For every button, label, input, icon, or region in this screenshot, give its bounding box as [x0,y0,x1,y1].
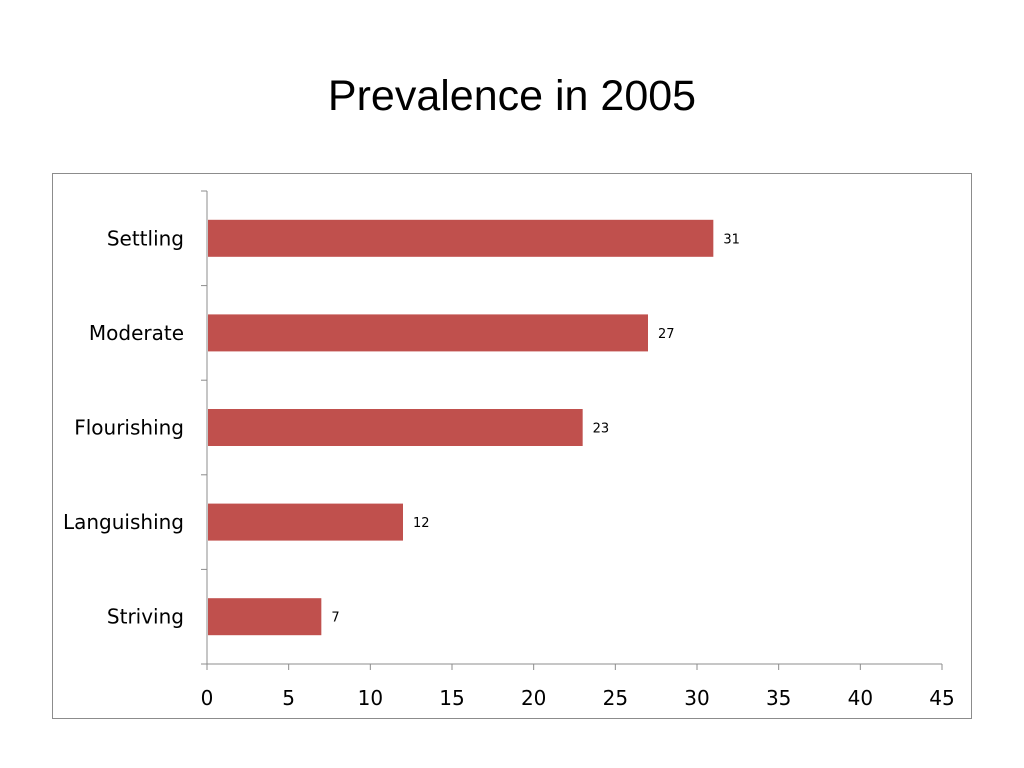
x-tick-label: 35 [766,686,791,710]
bar [208,598,322,636]
x-tick-label: 15 [439,686,464,710]
category-label: Moderate [89,321,184,345]
x-tick-label: 5 [282,686,295,710]
data-label: 12 [413,516,430,531]
x-tick-label: 40 [848,686,873,710]
bar [208,219,714,257]
x-tick-label: 45 [929,686,954,710]
category-label: Languishing [63,510,184,534]
data-label: 31 [723,232,740,247]
data-label: 23 [593,422,610,437]
bar [208,503,403,541]
category-label: Flourishing [74,416,184,440]
x-tick-label: 20 [521,686,546,710]
x-tick-label: 30 [684,686,709,710]
bars [208,219,714,636]
x-tick-label: 0 [201,686,214,710]
category-label: Striving [107,605,184,629]
x-tick-label: 25 [603,686,628,710]
data-labels: 31 27 23 12 7 [331,232,740,625]
data-label: 7 [331,611,339,626]
category-labels: Settling Moderate Flourishing Languishing St… [63,226,184,628]
category-label: Settling [107,226,184,250]
x-tick-labels: 0 5 10 15 20 25 30 35 40 45 [201,686,955,710]
x-tick-label: 10 [358,686,383,710]
bar [208,314,648,352]
axes [201,190,943,670]
chart-title: Prevalence in 2005 [327,72,697,120]
bar [208,409,583,446]
data-label: 27 [658,327,675,342]
